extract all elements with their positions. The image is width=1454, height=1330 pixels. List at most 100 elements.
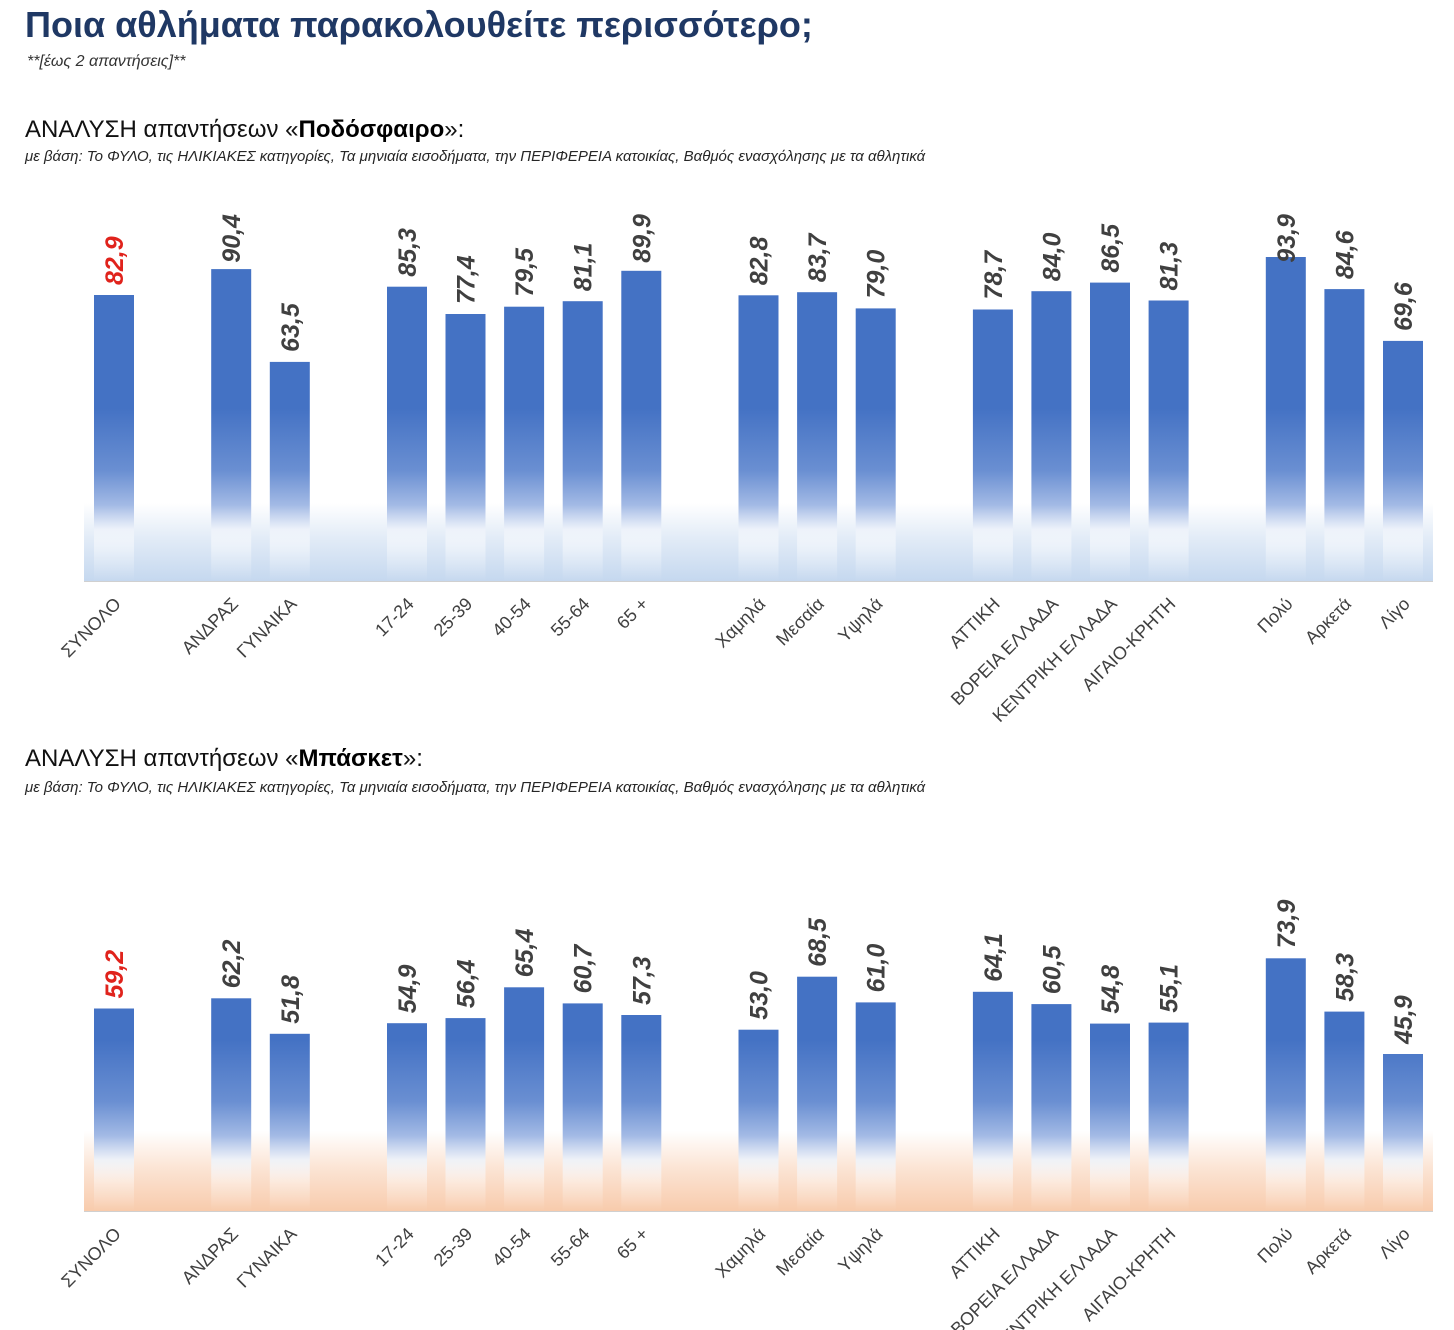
basketball-bar-3: [387, 1023, 427, 1211]
basketball-category-label-8: Χαμηλά: [711, 1224, 769, 1282]
basketball-value-label-2: 51,8: [277, 975, 305, 1024]
football-value-label-0: 82,9: [101, 236, 129, 285]
football-bar-2: [269, 361, 310, 581]
page-title: Ποια αθλήματα παρακολουθείτε περισσότερο…: [25, 4, 813, 45]
basketball-category-label-7: 65 +: [613, 1224, 652, 1263]
basketball-value-labels: 59,2 62,2 51,8 54,9 56,4 65,4 60,7 57,3 53,0 68,5…: [101, 900, 1418, 1045]
football-bar-12: [1031, 291, 1072, 581]
football-value-label-17: 69,6: [1390, 281, 1418, 331]
basketball-bar-0: [94, 1008, 134, 1211]
basketball-bar-17: [1383, 1054, 1423, 1211]
basketball-value-label-13: 54,8: [1097, 965, 1125, 1014]
football-section-basis: με βάση: Το ΦΥΛΟ, τις ΗΛΙΚΙΑΚΕΣ κατηγορί…: [25, 148, 926, 165]
basketball-value-label-3: 54,9: [394, 964, 422, 1013]
basketball-category-label-15: Πολύ: [1253, 1224, 1296, 1267]
football-bar-16: [1324, 289, 1365, 581]
basketball-category-label-5: 40-54: [488, 1224, 535, 1271]
basketball-bar-13: [1090, 1023, 1130, 1211]
football-bar-5: [504, 306, 545, 581]
football-value-label-10: 79,0: [863, 250, 891, 299]
section-title-prefix: ΑΝΑΛΥΣΗ απαντήσεων «: [25, 745, 299, 772]
basketball-sport-name: Μπάσκετ: [298, 745, 403, 772]
football-category-label-4: 25-39: [430, 594, 477, 641]
football-bar-10: [855, 308, 896, 581]
football-bar-6: [562, 301, 603, 581]
basketball-category-label-10: Υψηλά: [834, 1224, 886, 1276]
football-bar-4: [445, 314, 486, 581]
basketball-value-label-11: 64,1: [980, 933, 1008, 982]
football-value-label-5: 79,5: [511, 247, 539, 297]
football-value-label-15: 93,9: [1273, 214, 1301, 263]
basketball-bar-7: [621, 1015, 662, 1211]
basketball-category-label-6: 55-64: [547, 1224, 594, 1271]
basketball-bar-2: [269, 1033, 310, 1211]
basketball-category-label-9: Μεσαία: [772, 1224, 828, 1280]
basketball-value-label-16: 58,3: [1331, 953, 1359, 1002]
football-bar-8: [738, 295, 779, 581]
answer-limit-note: **[έως 2 απαντήσεις]**: [27, 53, 186, 70]
football-bar-7: [621, 270, 662, 581]
football-category-label-2: ΓΥΝΑΙΚΑ: [233, 594, 301, 662]
basketball-category-label-4: 25-39: [430, 1224, 477, 1271]
basketball-category-label-11: ΑΤΤΙΚΗ: [945, 1224, 1003, 1282]
basketball-bar-15: [1265, 958, 1306, 1211]
football-bar-13: [1090, 282, 1130, 581]
basketball-value-label-0: 59,2: [101, 950, 129, 999]
basketball-value-label-10: 61,0: [863, 944, 891, 993]
basketball-category-label-0: ΣΥΝΟΛΟ: [57, 1224, 125, 1292]
basketball-value-label-5: 65,4: [511, 929, 539, 978]
basketball-bar-14: [1148, 1022, 1189, 1211]
football-bar-chart: 82,9 90,4 63,5 85,3 77,4 79,5 81,1 89,9 82,8 83,7…: [57, 214, 1433, 726]
football-category-label-5: 40-54: [488, 594, 535, 641]
basketball-bars: [94, 958, 1423, 1211]
basketball-bar-16: [1324, 1011, 1365, 1211]
section-title-prefix: ΑΝΑΛΥΣΗ απαντήσεων «: [25, 116, 299, 143]
football-category-label-10: Υψηλά: [834, 594, 886, 646]
basketball-bar-chart: 59,2 62,2 51,8 54,9 56,4 65,4 60,7 57,3 53,0 68,5…: [57, 900, 1433, 1330]
basketball-bar-1: [211, 998, 252, 1211]
football-value-label-6: 81,1: [570, 243, 598, 292]
football-category-label-3: 17-24: [371, 594, 418, 641]
basketball-bar-9: [797, 976, 838, 1211]
basketball-bar-4: [445, 1018, 486, 1211]
basketball-bar-6: [562, 1003, 603, 1211]
football-sport-name: Ποδόσφαιρο: [298, 116, 445, 143]
basketball-value-label-7: 57,3: [628, 956, 656, 1005]
football-value-label-12: 84,0: [1038, 232, 1066, 281]
football-category-label-15: Πολύ: [1253, 594, 1296, 637]
football-value-label-2: 63,5: [277, 302, 305, 352]
football-category-label-11: ΑΤΤΙΚΗ: [945, 594, 1003, 652]
basketball-bar-10: [855, 1002, 896, 1211]
football-bar-15: [1265, 257, 1306, 581]
basketball-bar-12: [1031, 1004, 1072, 1211]
basketball-value-label-12: 60,5: [1038, 944, 1066, 994]
basketball-bar-5: [504, 987, 545, 1211]
football-value-label-7: 89,9: [628, 214, 656, 263]
football-value-label-1: 90,4: [218, 214, 246, 263]
basketball-value-label-1: 62,2: [218, 940, 246, 989]
basketball-value-label-4: 56,4: [453, 959, 481, 1008]
football-value-label-14: 81,3: [1156, 242, 1184, 291]
football-bar-14: [1148, 300, 1189, 581]
basketball-value-label-8: 53,0: [746, 971, 774, 1020]
basketball-value-label-15: 73,9: [1273, 900, 1301, 949]
basketball-bar-11: [972, 991, 1013, 1211]
basketball-category-label-16: Αρκετά: [1301, 1224, 1355, 1278]
football-category-label-17: Λίγο: [1375, 594, 1414, 633]
basketball-value-label-9: 68,5: [804, 917, 832, 967]
football-value-label-13: 86,5: [1097, 223, 1125, 273]
basketball-value-label-6: 60,7: [570, 944, 598, 994]
football-value-label-16: 84,6: [1331, 229, 1359, 279]
football-category-label-12: ΒΟΡΕΙΑ ΕΛΛΑΔΑ: [947, 594, 1062, 709]
football-bars: [94, 257, 1423, 581]
basketball-value-label-14: 55,1: [1156, 964, 1184, 1013]
football-category-label-9: Μεσαία: [772, 594, 828, 650]
football-category-label-8: Χαμηλά: [711, 594, 769, 652]
basketball-section-basis: με βάση: Το ΦΥΛΟ, τις ΗΛΙΚΙΑΚΕΣ κατηγορί…: [25, 779, 926, 796]
football-value-label-9: 83,7: [804, 232, 832, 282]
football-bar-17: [1383, 340, 1423, 581]
football-category-label-16: Αρκετά: [1301, 594, 1355, 648]
